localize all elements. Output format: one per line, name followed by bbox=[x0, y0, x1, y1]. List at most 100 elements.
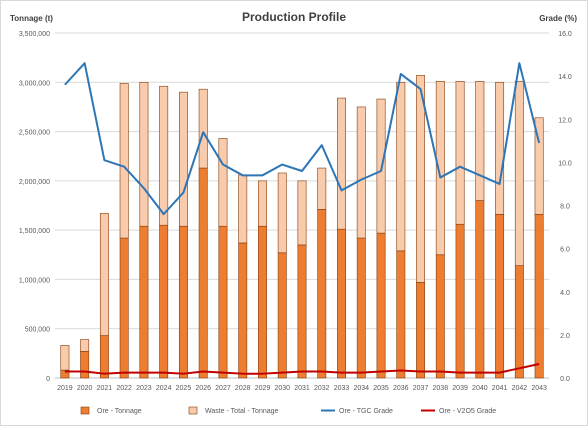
bar-waste-tonnage bbox=[277, 172, 287, 254]
bar-ore-tonnage bbox=[178, 225, 188, 379]
bar-waste-tonnage bbox=[317, 167, 327, 210]
bar-ore-tonnage bbox=[218, 225, 228, 379]
bar-ore-tonnage bbox=[455, 223, 465, 379]
y-tick-right: 6.0 bbox=[560, 247, 570, 254]
bar-ore-tonnage bbox=[337, 228, 346, 379]
bar-waste-tonnage bbox=[198, 88, 208, 169]
legend-swatch-ore-tonnage bbox=[80, 406, 90, 415]
legend-label-ore-v2o5-grade: Ore - V2O5 Grade bbox=[439, 408, 496, 415]
x-tick: 2022 bbox=[116, 385, 132, 392]
bar-waste-tonnage bbox=[178, 91, 188, 227]
bar-ore-tonnage bbox=[80, 351, 90, 379]
bar-ore-tonnage bbox=[119, 237, 129, 379]
bar-ore-tonnage bbox=[495, 214, 505, 379]
y-tick-right: 10.0 bbox=[558, 160, 572, 167]
y-tick-right: 12.0 bbox=[558, 117, 572, 124]
bar-waste-tonnage bbox=[475, 81, 485, 201]
bar-waste-tonnage bbox=[396, 81, 406, 252]
bar-ore-tonnage bbox=[416, 282, 426, 379]
y-tick-left: 3,000,000 bbox=[19, 80, 50, 87]
y-tick-right: 16.0 bbox=[558, 31, 572, 38]
line-series bbox=[64, 62, 541, 375]
x-tick: 2031 bbox=[294, 385, 310, 392]
x-tick: 2038 bbox=[433, 385, 449, 392]
line-tgc-grade bbox=[64, 62, 541, 216]
bar-waste-tonnage bbox=[514, 81, 524, 266]
x-tick: 2036 bbox=[393, 385, 409, 392]
y-tick-right: 4.0 bbox=[560, 290, 570, 297]
bar-ore-tonnage bbox=[99, 335, 109, 379]
y-tick-left: 3,500,000 bbox=[19, 31, 50, 38]
bar-waste-tonnage bbox=[80, 339, 90, 352]
x-tick: 2033 bbox=[334, 385, 350, 392]
x-tick: 2020 bbox=[77, 385, 93, 392]
bar-ore-tonnage bbox=[475, 200, 485, 379]
x-tick: 2024 bbox=[156, 385, 172, 392]
bar-ore-tonnage bbox=[297, 244, 307, 379]
bar-waste-tonnage bbox=[258, 180, 267, 227]
x-tick: 2029 bbox=[255, 385, 271, 392]
bar-ore-tonnage bbox=[258, 225, 267, 379]
bar-ore-tonnage bbox=[159, 224, 169, 379]
x-tick: 2037 bbox=[413, 385, 429, 392]
bar-waste-tonnage bbox=[435, 81, 445, 256]
bar-waste-tonnage bbox=[534, 117, 544, 215]
bar-waste-tonnage bbox=[416, 75, 426, 283]
y-tick-right: 0.0 bbox=[560, 376, 570, 383]
x-tick: 2030 bbox=[274, 385, 290, 392]
bar-waste-tonnage bbox=[495, 81, 505, 215]
bar-waste-tonnage bbox=[159, 85, 169, 226]
x-tick: 2035 bbox=[373, 385, 389, 392]
bar-waste-tonnage bbox=[297, 180, 307, 246]
bar-waste-tonnage bbox=[238, 174, 248, 244]
bar-ore-tonnage bbox=[396, 250, 406, 379]
x-tick: 2023 bbox=[136, 385, 152, 392]
x-tick: 2027 bbox=[215, 385, 231, 392]
y-tick-right: 8.0 bbox=[560, 204, 570, 211]
bar-waste-tonnage bbox=[60, 345, 70, 371]
bar-waste-tonnage bbox=[455, 81, 465, 225]
bar-ore-tonnage bbox=[139, 225, 149, 379]
bar-ore-tonnage bbox=[317, 209, 327, 379]
x-tick: 2019 bbox=[57, 385, 73, 392]
bar-ore-tonnage bbox=[376, 232, 386, 379]
x-tick: 2026 bbox=[195, 385, 211, 392]
bar-waste-tonnage bbox=[337, 97, 346, 230]
y-tick-left: 2,000,000 bbox=[19, 179, 50, 186]
bar-series bbox=[60, 75, 544, 379]
legend: Ore - Tonnage Waste - Total - Tonnage Ore … bbox=[80, 406, 496, 415]
x-tick: 2028 bbox=[235, 385, 251, 392]
x-axis-ticks: 2019 2020 2021 2022 2023 2024 2025 2026 2027 2028… bbox=[57, 385, 547, 392]
y-tick-left: 2,500,000 bbox=[19, 130, 50, 137]
x-tick: 2025 bbox=[176, 385, 192, 392]
x-tick: 2043 bbox=[531, 385, 547, 392]
y-axis-left-ticks: 0 500,000 1,000,000 1,500,000 2,000,000 2,500… bbox=[19, 31, 50, 383]
bar-ore-tonnage bbox=[514, 265, 524, 379]
x-tick: 2040 bbox=[472, 385, 488, 392]
y-axis-right-ticks: 0.0 2.0 4.0 6.0 8.0 10.0 12.0 14.0 16.0 bbox=[558, 31, 572, 383]
x-tick: 2032 bbox=[314, 385, 330, 392]
y-axis-right-title: Grade (%) bbox=[539, 14, 577, 23]
bar-ore-tonnage bbox=[238, 242, 248, 379]
x-tick: 2034 bbox=[353, 385, 369, 392]
legend-label-waste-total-tonnage: Waste - Total - Tonnage bbox=[205, 408, 279, 415]
bar-ore-tonnage bbox=[534, 214, 544, 379]
line-v2o5-grade bbox=[64, 363, 540, 375]
legend-swatch-waste-total-tonnage bbox=[188, 406, 198, 415]
y-tick-left: 0 bbox=[46, 376, 50, 383]
x-tick: 2042 bbox=[512, 385, 528, 392]
y-tick-left: 500,000 bbox=[25, 327, 50, 334]
x-tick: 2039 bbox=[452, 385, 468, 392]
bar-ore-tonnage bbox=[277, 252, 287, 379]
bar-ore-tonnage bbox=[356, 237, 366, 379]
x-tick: 2041 bbox=[492, 385, 508, 392]
y-axis-left-title: Tonnage (t) bbox=[10, 14, 53, 23]
x-tick: 2021 bbox=[97, 385, 113, 392]
bar-waste-tonnage bbox=[139, 81, 149, 227]
bar-waste-tonnage bbox=[356, 106, 366, 239]
bar-ore-tonnage bbox=[198, 167, 208, 379]
y-tick-left: 1,000,000 bbox=[19, 277, 50, 284]
y-tick-right: 2.0 bbox=[560, 333, 570, 340]
